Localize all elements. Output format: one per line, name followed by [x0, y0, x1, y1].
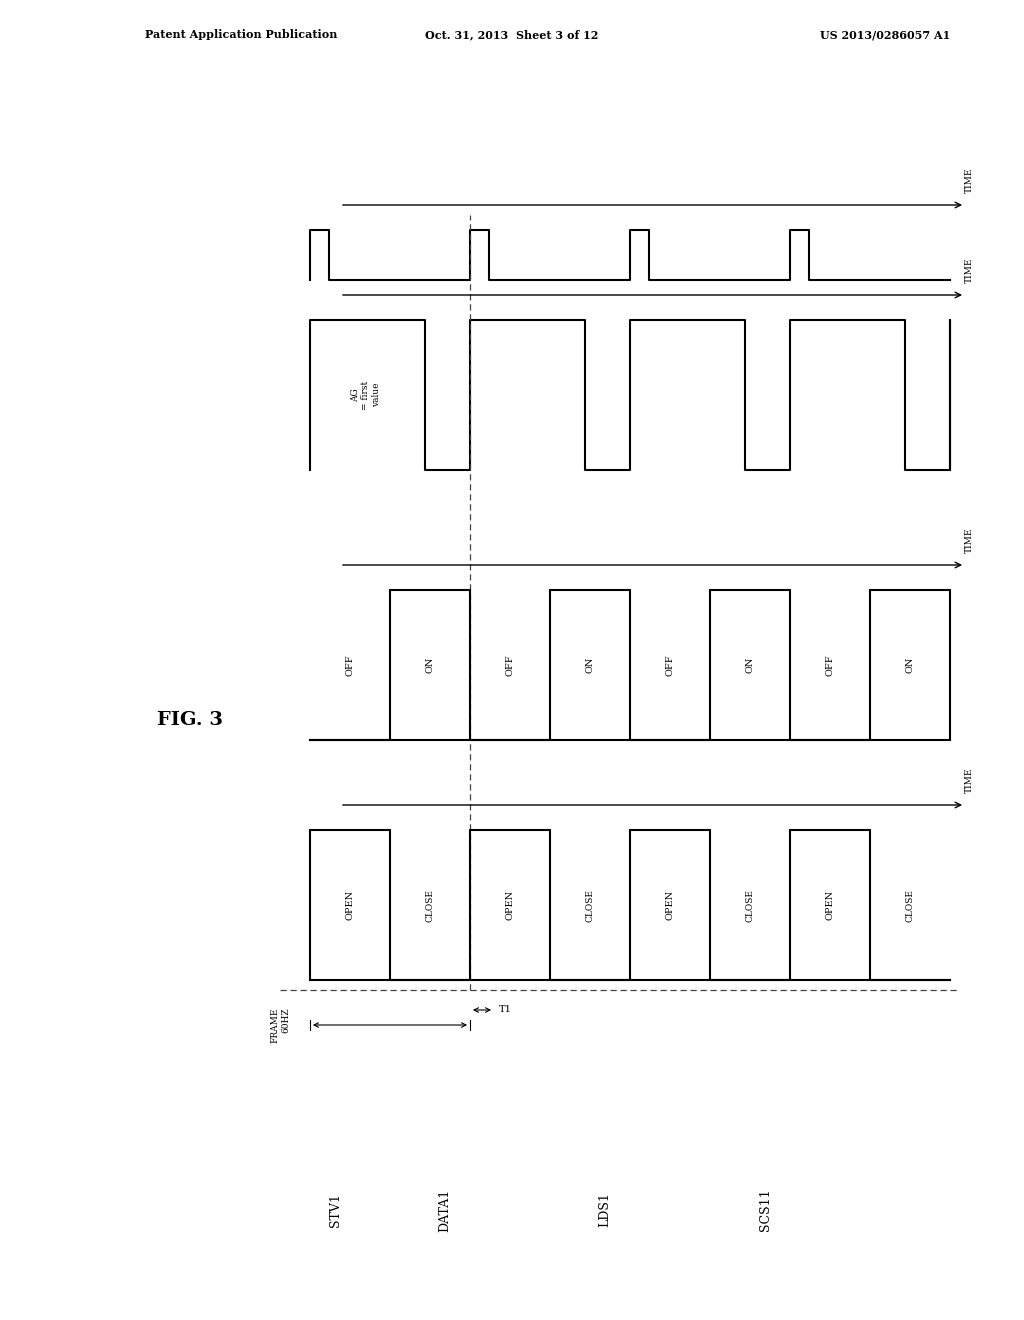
Bar — [870, 590, 950, 741]
Text: ON: ON — [426, 657, 434, 673]
Text: TIME: TIME — [965, 767, 974, 793]
Text: OPEN: OPEN — [666, 890, 675, 920]
Text: LDS1: LDS1 — [598, 1192, 611, 1228]
Text: TIME: TIME — [965, 528, 974, 553]
Text: CLOSE: CLOSE — [745, 888, 755, 921]
Text: OFF: OFF — [825, 655, 835, 676]
Bar — [790, 830, 870, 979]
Text: T1: T1 — [499, 1006, 512, 1015]
Text: Oct. 31, 2013  Sheet 3 of 12: Oct. 31, 2013 Sheet 3 of 12 — [425, 29, 599, 41]
Text: CLOSE: CLOSE — [905, 888, 914, 921]
Bar — [630, 830, 710, 979]
Text: CLOSE: CLOSE — [586, 888, 595, 921]
Text: CLOSE: CLOSE — [426, 888, 434, 921]
Text: OPEN: OPEN — [825, 890, 835, 920]
Text: OPEN: OPEN — [345, 890, 354, 920]
Text: ON: ON — [905, 657, 914, 673]
Text: STV1: STV1 — [329, 1193, 341, 1226]
Text: TIME: TIME — [965, 168, 974, 193]
Text: OFF: OFF — [506, 655, 514, 676]
Text: FRAME
60HZ: FRAME 60HZ — [270, 1007, 290, 1043]
Text: OPEN: OPEN — [506, 890, 514, 920]
Text: FIG. 3: FIG. 3 — [157, 711, 223, 729]
Text: TIME: TIME — [965, 257, 974, 282]
Text: Patent Application Publication: Patent Application Publication — [145, 29, 337, 41]
Text: US 2013/0286057 A1: US 2013/0286057 A1 — [820, 29, 950, 41]
Text: ON: ON — [745, 657, 755, 673]
Bar — [550, 590, 630, 741]
Bar — [470, 830, 550, 979]
Text: SCS11: SCS11 — [759, 1189, 771, 1232]
Bar — [390, 590, 470, 741]
Text: DATA1: DATA1 — [438, 1188, 452, 1232]
Text: ON: ON — [586, 657, 595, 673]
Text: OFF: OFF — [666, 655, 675, 676]
Bar — [710, 590, 790, 741]
Bar — [310, 830, 390, 979]
Text: AG
= first
value: AG = first value — [351, 380, 381, 409]
Text: OFF: OFF — [345, 655, 354, 676]
